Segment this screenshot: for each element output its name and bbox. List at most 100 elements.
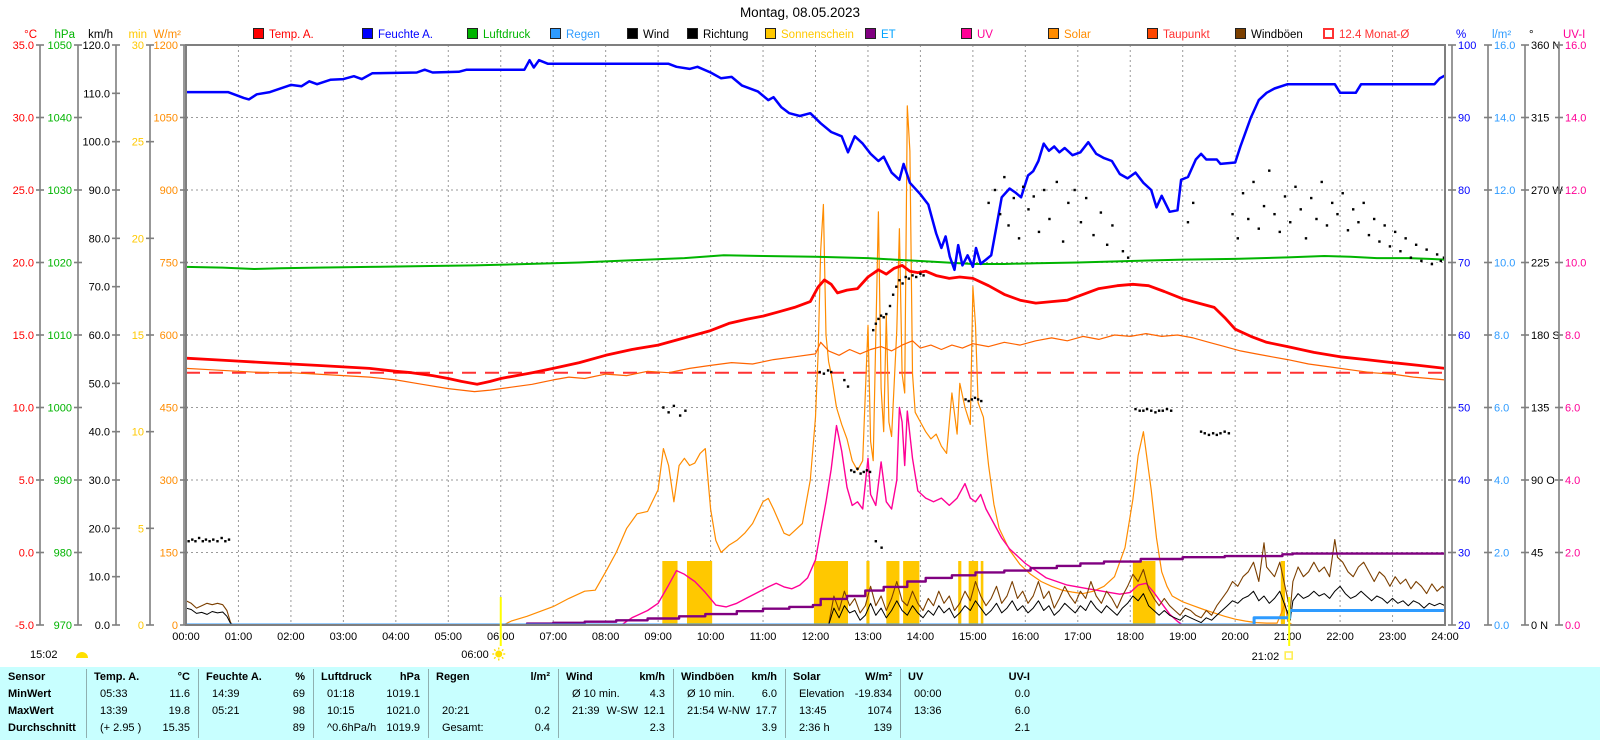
svg-text:0 N: 0 N — [1531, 620, 1548, 632]
svg-text:14:00: 14:00 — [907, 631, 935, 643]
legend-item-12-4-monat-: 12.4 Monat-Ø — [1323, 28, 1409, 41]
sunshine-bar — [980, 561, 984, 625]
svg-text:17:00: 17:00 — [1064, 631, 1092, 643]
table-column-separator — [428, 669, 429, 738]
svg-text:990: 990 — [54, 475, 72, 487]
svg-text:0: 0 — [172, 620, 178, 632]
legend-swatch-icon — [467, 28, 478, 39]
svg-text:300: 300 — [160, 475, 178, 487]
series-et — [186, 552, 1445, 625]
legend-item-feuchte-a-: Feuchte A. — [362, 28, 433, 41]
table-row-label: Durchschnitt — [8, 722, 76, 734]
sunrise-icon — [492, 647, 506, 661]
table-col-name: UV — [908, 671, 924, 683]
table-cell-value: 1019.9 — [386, 722, 420, 734]
legend-swatch-icon — [961, 28, 972, 39]
table-col-name: Temp. A. — [94, 671, 140, 683]
svg-text:1000: 1000 — [48, 403, 72, 415]
weather-chart-canvas: °C35.030.025.020.015.010.05.00.0-5.0hPa1… — [13, 29, 1587, 662]
svg-text:45: 45 — [1531, 548, 1543, 560]
series-windboeen — [186, 538, 1445, 625]
legend-swatch-icon — [1048, 28, 1059, 39]
svg-text:30.0: 30.0 — [89, 475, 110, 487]
series-richtung — [187, 169, 1445, 549]
svg-text:24:00: 24:00 — [1431, 631, 1459, 643]
svg-text:450: 450 — [160, 403, 178, 415]
svg-text:14.0: 14.0 — [1565, 113, 1586, 125]
series-taupunkt — [186, 333, 1445, 393]
legend-swatch-icon — [687, 28, 698, 39]
svg-text:16:00: 16:00 — [1012, 631, 1040, 643]
legend-item-luftdruck: Luftdruck — [467, 28, 530, 41]
svg-text:100.0: 100.0 — [82, 137, 110, 149]
table-cell-value: 1074 — [867, 705, 892, 717]
svg-text:4.0: 4.0 — [1565, 475, 1580, 487]
plot-area — [186, 58, 1445, 625]
svg-text:30.0: 30.0 — [13, 113, 34, 125]
legend-label: Taupunkt — [1163, 29, 1210, 41]
svg-text:35.0: 35.0 — [13, 40, 34, 52]
svg-text:16.0: 16.0 — [1565, 40, 1586, 52]
svg-text:0: 0 — [138, 620, 144, 632]
svg-text:min: min — [128, 29, 147, 41]
svg-text:10.0: 10.0 — [1494, 258, 1515, 270]
svg-text:135: 135 — [1531, 403, 1549, 415]
svg-text:W/m²: W/m² — [154, 29, 182, 41]
series-feuchte — [186, 58, 1445, 272]
legend-swatch-icon — [627, 28, 638, 39]
table-cell-value: -19.834 — [854, 688, 892, 700]
svg-text:10:00: 10:00 — [697, 631, 725, 643]
table-cell-value: 98 — [292, 705, 305, 717]
sunshine-bars — [662, 561, 1286, 625]
svg-text:225: 225 — [1531, 258, 1549, 270]
sunset-icon — [1284, 651, 1293, 660]
table-cell-time: 21:39 — [572, 705, 600, 717]
sunshine-bar — [968, 561, 979, 625]
legend-label: Windböen — [1251, 29, 1303, 41]
legend-item-temp-a-: Temp. A. — [253, 28, 314, 41]
table-cell-time: ^0.6hPa/h — [327, 722, 377, 734]
sunshine-bar — [866, 561, 870, 625]
svg-text:10.0: 10.0 — [89, 572, 110, 584]
svg-text:40.0: 40.0 — [89, 427, 110, 439]
svg-text:90.0: 90.0 — [89, 185, 110, 197]
sunset-label: 21:02 — [1252, 651, 1280, 662]
table-row-label: MaxWert — [8, 705, 54, 717]
table-column-separator — [673, 669, 674, 738]
svg-text:360 N: 360 N — [1531, 40, 1560, 52]
table-col-unit: l/m² — [530, 671, 550, 683]
svg-text:23:00: 23:00 — [1379, 631, 1407, 643]
svg-text:km/h: km/h — [88, 29, 113, 41]
series-wind — [186, 585, 1445, 625]
legend-label: Temp. A. — [269, 29, 314, 41]
svg-text:90 O: 90 O — [1531, 475, 1555, 487]
legend-item-taupunkt: Taupunkt — [1147, 28, 1210, 41]
table-cell-value: 139 — [873, 722, 892, 734]
legend-item-wind: Wind — [627, 28, 669, 41]
svg-text:25: 25 — [132, 137, 144, 149]
table-col-name: Wind — [566, 671, 593, 683]
svg-text:1030: 1030 — [48, 185, 72, 197]
series-solar — [503, 105, 1445, 625]
svg-text:04:00: 04:00 — [382, 631, 410, 643]
svg-text:6.0: 6.0 — [1494, 403, 1509, 415]
svg-text:19:00: 19:00 — [1169, 631, 1197, 643]
legend-swatch-icon — [550, 28, 561, 39]
svg-text:2.0: 2.0 — [1494, 548, 1509, 560]
table-cell-time: 13:36 — [914, 705, 942, 717]
svg-text:970: 970 — [54, 620, 72, 632]
sunshine-bar — [1280, 561, 1286, 625]
table-cell-time: 14:39 — [212, 688, 240, 700]
legend-label: UV — [977, 29, 993, 41]
svg-text:600: 600 — [160, 330, 178, 342]
sunshine-bar — [1132, 561, 1156, 625]
table-cell-value: W-SW 12.1 — [606, 705, 665, 717]
legend-label: ET — [881, 29, 896, 41]
table-cell-time: Ø 10 min. — [687, 688, 735, 700]
table-column-separator — [313, 669, 314, 738]
svg-text:21:00: 21:00 — [1274, 631, 1302, 643]
svg-text:5: 5 — [138, 523, 144, 535]
